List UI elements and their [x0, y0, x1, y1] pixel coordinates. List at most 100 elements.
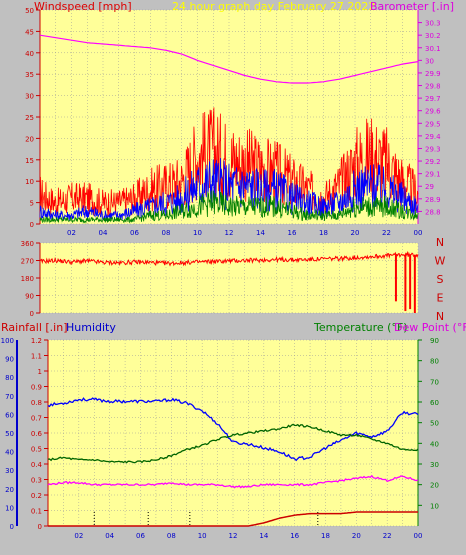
barometer-y-tick-label: 29.6 — [425, 108, 441, 116]
humidity-y-tick-label: 80 — [5, 374, 14, 382]
humidity-axis-title: Humidity — [66, 321, 116, 334]
humidity-y-tick-label: 0 — [10, 523, 14, 531]
wind-x-tick-label: 20 — [351, 229, 360, 237]
wind-x-tick-label: 08 — [162, 229, 171, 237]
wind-y-tick-label: 10 — [25, 178, 34, 186]
rain-y-tick-label: 0.7 — [31, 415, 42, 423]
rainfall-axis-title: Rainfall [.in] — [1, 321, 68, 334]
temperature-y-tick-label: 10 — [430, 502, 439, 510]
compass-label: W — [435, 255, 446, 268]
wind-y-tick-label: 50 — [25, 7, 34, 15]
wind-x-ticks: 02 04 06 08 10 12 14 16 18 20 22 00 — [67, 229, 422, 237]
temperature-y-tick-label: 40 — [430, 440, 439, 448]
barometer-y-tick-label: 29.9 — [425, 70, 441, 78]
rain-x-tick-label: 20 — [352, 532, 361, 540]
rain-x-tick-label: 18 — [321, 532, 330, 540]
compass-label: N — [436, 236, 444, 249]
wind-x-tick-label: 02 — [67, 229, 76, 237]
temperature-y-ticks: 10 20 30 40 50 60 70 80 90 — [417, 337, 439, 526]
wind-x-tick-label: 10 — [193, 229, 202, 237]
rain-x-tick-label: 22 — [383, 532, 392, 540]
barometer-y-tick-label: 29 — [425, 183, 434, 191]
wind-line-0 — [39, 107, 419, 217]
wind-x-tick-label: 22 — [382, 229, 391, 237]
rain-x-tick-label: 08 — [167, 532, 176, 540]
rain-y-tick-label: 0.6 — [31, 430, 43, 438]
rain-x-tick-label: 10 — [198, 532, 207, 540]
wind-y-tick-label: 15 — [25, 157, 34, 165]
temperature-y-tick-label: 60 — [430, 399, 439, 407]
rain-y-tick-label: 0.5 — [31, 446, 42, 454]
wind-y-tick-label: 20 — [25, 135, 34, 143]
rain-y-tick-label: 1.2 — [31, 337, 42, 345]
wind-series — [39, 34, 419, 224]
humidity-y-tick-label: 100 — [1, 337, 14, 345]
rain-x-tick-label: 12 — [229, 532, 238, 540]
rain-x-tick-label: 06 — [136, 532, 145, 540]
wind-x-tick-label: 06 — [130, 229, 139, 237]
rain-x-tick-label: 02 — [74, 532, 83, 540]
barometer-y-tick-label: 28.9 — [425, 196, 441, 204]
rain-y-tick-label: 1.1 — [31, 353, 42, 361]
temperature-y-tick-label: 90 — [430, 337, 439, 345]
temperature-y-tick-label: 80 — [430, 358, 439, 366]
direction-y-tick-label: 90 — [25, 293, 34, 301]
wind-x-tick-label: 12 — [225, 229, 234, 237]
wind-line-2 — [39, 190, 419, 224]
wind-y-tick-label: 40 — [25, 50, 34, 58]
rain-y-tick-label: 0.4 — [31, 461, 43, 469]
dewpoint-axis-title: Dew Point (°F) — [394, 321, 466, 334]
rain-x-tick-label: 00 — [414, 532, 423, 540]
rain-x-tick-label: 04 — [105, 532, 114, 540]
barometer-y-tick-label: 29.4 — [425, 133, 441, 141]
barometer-y-tick-label: 30.2 — [425, 32, 441, 40]
graph-title: 24 hour graph day February 27 2022 — [172, 0, 375, 13]
humidity-y-ticks: 0 10 20 30 40 50 60 70 80 90 100 — [1, 337, 18, 531]
direction-y-tick-label: 360 — [21, 240, 34, 248]
barometer-axis-title: Barometer [.in] — [370, 0, 454, 13]
wind-x-tick-label: 14 — [256, 229, 265, 237]
direction-series — [39, 250, 419, 313]
wind-y-tick-label: 25 — [25, 114, 34, 122]
humidity-y-tick-label: 40 — [5, 449, 14, 457]
humidity-y-tick-label: 50 — [5, 430, 14, 438]
direction-line — [39, 250, 419, 267]
humidity-y-tick-label: 70 — [5, 393, 14, 401]
humidity-y-tick-label: 90 — [5, 356, 14, 364]
wind-y-ticks: 0 5 10 15 20 25 30 35 40 45 50 — [25, 7, 41, 229]
wind-x-tick-label: 00 — [414, 229, 423, 237]
wind-y-tick-label: 5 — [30, 200, 34, 208]
barometer-y-ticks: 28.8 28.9 29 29.1 29.2 29.3 29.4 29.5 29.6 29.7 29… — [417, 10, 441, 224]
temperature-y-tick-label: 50 — [430, 420, 439, 428]
direction-y-tick-label: 270 — [21, 258, 34, 266]
barometer-y-tick-label: 29.3 — [425, 145, 441, 153]
direction-y-ticks: 0 90 180 270 360 — [21, 240, 41, 318]
rain-y-tick-label: 0.9 — [31, 384, 42, 392]
rain-y-tick-label: 0.1 — [31, 508, 42, 516]
barometer-y-tick-label: 30.1 — [425, 45, 441, 53]
bottom-line-temp-1 — [47, 423, 419, 464]
barometer-line — [39, 34, 419, 84]
wind-axis-title: Windspeed [mph] — [34, 0, 132, 13]
humidity-y-tick-label: 10 — [5, 504, 14, 512]
barometer-y-tick-label: 30 — [425, 57, 434, 65]
bottom-line-temp-2 — [47, 474, 419, 489]
compass-label: S — [437, 273, 444, 286]
bottom-line-rain-3 — [48, 511, 418, 527]
wind-y-tick-label: 45 — [25, 28, 34, 36]
compass-label: N — [436, 310, 444, 323]
rain-y-ticks: 0 0.1 0.2 0.3 0.4 0.5 0.6 0.7 0.8 0.9 1 1.1 1.2 — [31, 337, 49, 531]
rain-x-ticks: 02 04 06 08 10 12 14 16 18 20 22 00 — [74, 532, 422, 540]
barometer-y-tick-label: 29.1 — [425, 171, 441, 179]
rain-x-tick-label: 16 — [290, 532, 299, 540]
rain-y-tick-label: 0.3 — [31, 477, 42, 485]
humidity-y-tick-label: 60 — [5, 411, 14, 419]
barometer-y-tick-label: 29.2 — [425, 158, 441, 166]
temperature-y-tick-label: 20 — [430, 482, 439, 490]
barometer-y-tick-label: 28.8 — [425, 208, 441, 216]
temperature-y-tick-label: 30 — [430, 461, 439, 469]
temperature-y-tick-label: 70 — [430, 378, 439, 386]
